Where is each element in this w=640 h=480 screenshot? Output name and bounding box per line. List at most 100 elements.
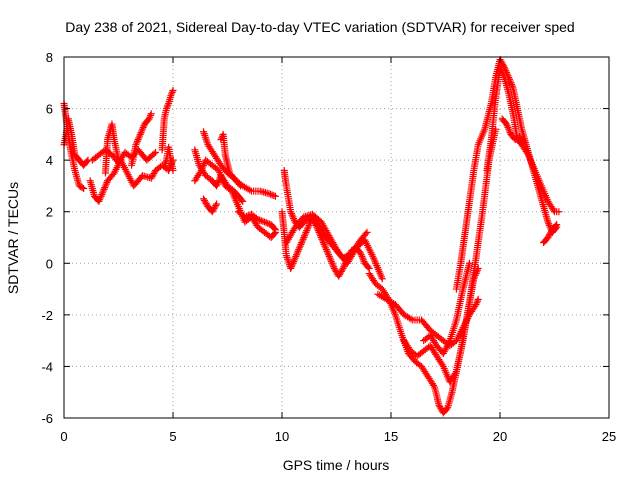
data-point bbox=[270, 224, 278, 232]
data-point bbox=[136, 130, 144, 138]
data-point bbox=[498, 68, 506, 76]
data-point bbox=[162, 105, 170, 113]
data-point bbox=[472, 270, 480, 278]
data-point bbox=[293, 249, 301, 257]
series-trace-4 bbox=[88, 146, 160, 167]
data-point bbox=[325, 252, 333, 260]
data-point bbox=[212, 202, 220, 210]
data-point bbox=[101, 184, 109, 192]
data-point bbox=[95, 197, 103, 205]
data-point bbox=[508, 82, 516, 90]
data-point bbox=[497, 65, 505, 73]
y-tick-label: -2 bbox=[41, 308, 53, 323]
series-trace-5 bbox=[101, 120, 122, 177]
data-point bbox=[132, 141, 140, 149]
data-point bbox=[505, 127, 513, 135]
data-point bbox=[213, 182, 221, 190]
data-point bbox=[98, 191, 106, 199]
data-point bbox=[287, 263, 295, 271]
data-point bbox=[257, 217, 265, 225]
series-trace-7 bbox=[158, 87, 177, 154]
x-axis-label: GPS time / hours bbox=[283, 457, 390, 473]
data-point bbox=[296, 242, 304, 250]
data-point bbox=[304, 223, 312, 231]
data-point bbox=[164, 101, 172, 109]
data-point bbox=[259, 217, 267, 225]
data-point bbox=[473, 297, 481, 305]
data-point bbox=[555, 208, 563, 216]
data-point bbox=[115, 156, 122, 164]
data-point bbox=[340, 263, 348, 271]
data-point bbox=[328, 259, 336, 267]
data-point bbox=[288, 261, 296, 269]
data-point bbox=[288, 211, 296, 219]
data-point bbox=[364, 263, 372, 271]
data-point bbox=[499, 70, 507, 78]
data-point bbox=[290, 215, 298, 223]
data-point bbox=[289, 213, 297, 221]
data-point bbox=[163, 103, 171, 111]
data-point bbox=[505, 125, 513, 133]
x-tick-label: 5 bbox=[169, 429, 176, 444]
data-point bbox=[519, 137, 527, 145]
series-trace-9 bbox=[191, 146, 247, 205]
series-trace-14 bbox=[234, 208, 279, 234]
data-point bbox=[287, 209, 295, 217]
data-point bbox=[357, 251, 365, 259]
tick-labels: 0 5 10 15 20 25 -6 -4 -2 0 2 4 6 8 bbox=[41, 50, 616, 444]
data-point bbox=[300, 234, 308, 241]
data-point bbox=[139, 123, 147, 131]
series-trace-25 bbox=[540, 221, 561, 247]
data-point bbox=[290, 258, 298, 266]
data-point bbox=[200, 161, 208, 169]
data-point bbox=[197, 166, 205, 174]
data-point bbox=[294, 247, 302, 255]
data-point bbox=[97, 192, 105, 200]
series-trace-19 bbox=[374, 290, 482, 350]
data-point bbox=[298, 239, 306, 247]
data-point bbox=[508, 81, 516, 89]
data-point bbox=[295, 246, 303, 254]
data-point bbox=[135, 134, 143, 142]
plot-frame bbox=[63, 56, 610, 419]
data-point bbox=[287, 264, 295, 272]
data-point bbox=[213, 180, 221, 188]
data-point bbox=[552, 222, 560, 230]
data-point bbox=[270, 192, 278, 200]
data-point bbox=[321, 242, 329, 250]
data-point bbox=[238, 196, 246, 204]
series-trace-20 bbox=[400, 264, 482, 386]
data-point bbox=[161, 160, 169, 168]
data-point bbox=[338, 266, 346, 274]
data-point bbox=[301, 232, 309, 240]
data-point bbox=[301, 230, 309, 238]
data-point bbox=[246, 211, 254, 219]
data-point bbox=[553, 221, 561, 229]
data-point bbox=[299, 235, 307, 243]
data-point bbox=[78, 184, 86, 192]
data-point bbox=[102, 180, 110, 188]
data-point bbox=[523, 149, 531, 157]
data-point bbox=[363, 228, 371, 236]
data-point bbox=[264, 219, 272, 227]
data-point bbox=[544, 218, 552, 226]
data-point bbox=[503, 122, 511, 130]
data-point bbox=[293, 251, 301, 259]
data-point bbox=[471, 273, 479, 281]
data-point bbox=[101, 182, 109, 190]
x-tick-label: 25 bbox=[602, 429, 616, 444]
data-point bbox=[302, 228, 310, 236]
data-point bbox=[268, 191, 276, 199]
data-point bbox=[167, 92, 175, 100]
data-point bbox=[326, 254, 334, 262]
data-point bbox=[150, 150, 158, 158]
data-point bbox=[339, 264, 347, 272]
series-trace-13 bbox=[217, 130, 279, 200]
data-point bbox=[359, 256, 367, 264]
data-point bbox=[507, 79, 515, 87]
data-point bbox=[325, 251, 333, 259]
series-trace-10 bbox=[191, 156, 279, 241]
data-point bbox=[297, 240, 305, 248]
data-point bbox=[271, 226, 279, 234]
